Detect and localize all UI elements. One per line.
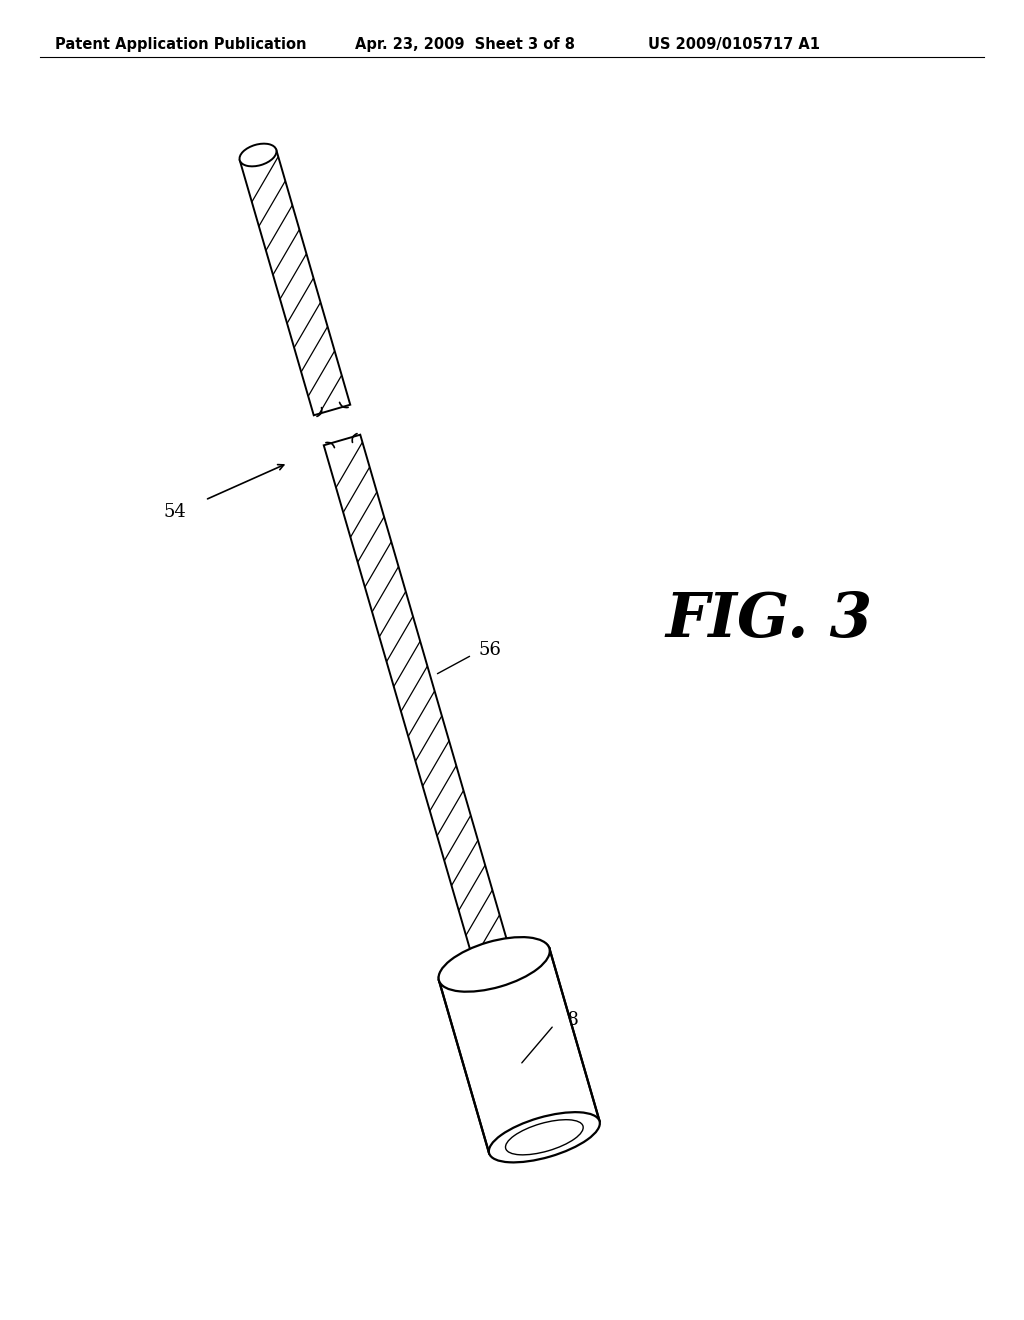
Text: FIG. 3: FIG. 3 <box>665 590 872 649</box>
Text: 56: 56 <box>478 642 501 659</box>
Polygon shape <box>240 149 350 416</box>
Polygon shape <box>439 948 600 1154</box>
Text: US 2009/0105717 A1: US 2009/0105717 A1 <box>648 37 820 51</box>
Ellipse shape <box>438 940 550 990</box>
Text: 54: 54 <box>164 503 186 521</box>
Ellipse shape <box>240 144 276 166</box>
Text: 58: 58 <box>556 1011 579 1030</box>
Ellipse shape <box>438 937 550 991</box>
Polygon shape <box>439 945 550 981</box>
Polygon shape <box>324 434 508 956</box>
Text: Apr. 23, 2009  Sheet 3 of 8: Apr. 23, 2009 Sheet 3 of 8 <box>355 37 575 51</box>
Text: Patent Application Publication: Patent Application Publication <box>55 37 306 51</box>
Ellipse shape <box>488 1113 600 1163</box>
